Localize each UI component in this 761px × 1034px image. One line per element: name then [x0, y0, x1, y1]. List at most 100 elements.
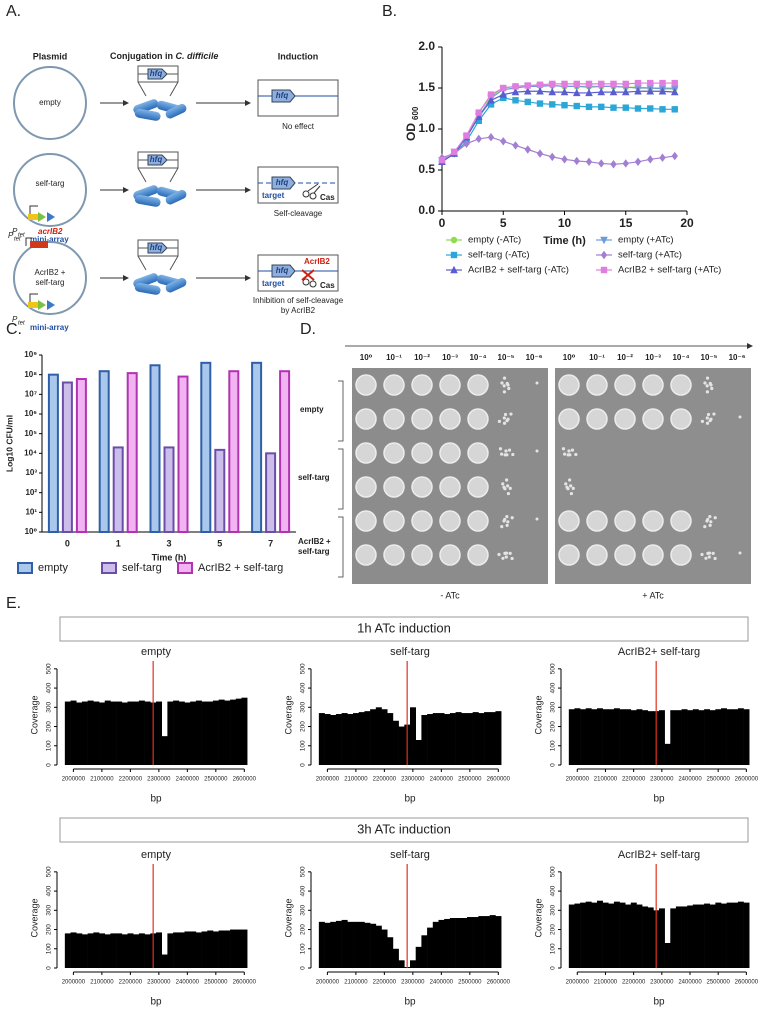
- marker: [573, 80, 580, 88]
- colony: [510, 516, 514, 520]
- coverage-bar: [76, 933, 83, 968]
- x-tick-label: 2400000: [430, 777, 454, 783]
- row-label: AcrIB2 +: [298, 537, 331, 546]
- panel-label: B.: [382, 3, 397, 20]
- marker: [561, 80, 568, 88]
- coverage-bar: [218, 699, 225, 765]
- x-tick-label: 7: [268, 538, 273, 548]
- y-tick-label: 500: [46, 663, 53, 674]
- gene: [147, 68, 168, 80]
- bar: [214, 448, 226, 533]
- colony: [535, 517, 539, 521]
- gene-label: hfq: [276, 266, 289, 275]
- x-tick-label: 2100000: [90, 980, 114, 986]
- coverage-bar: [167, 933, 174, 968]
- colony: [710, 386, 714, 391]
- spot: [558, 510, 580, 532]
- x-tick-label: 2100000: [594, 980, 618, 986]
- spot: [383, 476, 405, 498]
- marker: [536, 87, 544, 95]
- colony: [508, 551, 512, 555]
- spot: [558, 544, 580, 566]
- chart-title: self-targ: [390, 849, 430, 861]
- marker: [658, 87, 667, 95]
- marker: [561, 155, 568, 164]
- marker: [646, 87, 655, 95]
- coverage-bar: [642, 906, 649, 968]
- spot: [467, 510, 489, 532]
- colony: [705, 421, 710, 425]
- x-axis-label: bp: [150, 794, 162, 805]
- colony: [505, 453, 509, 457]
- colony: [703, 524, 707, 529]
- coverage-bar: [161, 736, 168, 765]
- marker: [572, 88, 581, 97]
- coverage-bar: [138, 933, 145, 968]
- marker: [500, 137, 507, 146]
- x-tick-label: 2000000: [316, 777, 340, 783]
- bar: [149, 364, 161, 534]
- coverage-bar: [737, 901, 744, 968]
- promoter-label: P: [8, 231, 14, 240]
- gene: [271, 264, 296, 278]
- condition-label: - ATc: [440, 590, 460, 600]
- coverage-bar: [330, 921, 337, 968]
- coverage-bar: [608, 903, 615, 968]
- colony: [706, 551, 710, 555]
- colony: [502, 376, 507, 380]
- y-tick-label: 10⁶: [24, 409, 37, 418]
- colony: [703, 381, 707, 385]
- colony: [705, 376, 710, 380]
- spot: [642, 510, 664, 532]
- coverage-bar: [415, 946, 422, 968]
- y-tick-label: 10¹: [25, 507, 37, 516]
- marker: [670, 87, 679, 96]
- x-tick-label: 2100000: [594, 777, 618, 783]
- bar: [98, 370, 110, 534]
- coverage-bar: [190, 701, 197, 765]
- coverage-bar: [636, 904, 643, 968]
- coverage-bar: [410, 960, 416, 968]
- x-axis-label: bp: [653, 794, 665, 805]
- coverage-bar: [574, 903, 581, 968]
- plasmid-label: self-targ: [36, 278, 65, 287]
- bacteria: [132, 183, 188, 208]
- coverage-bar: [138, 700, 145, 765]
- x-tick-label: 2500000: [707, 980, 731, 986]
- spot: [411, 442, 433, 464]
- spot: [670, 408, 692, 430]
- marker: [573, 102, 580, 110]
- y-tick-label: 100: [300, 943, 307, 954]
- outcome: No effect: [282, 122, 315, 131]
- spot: [467, 544, 489, 566]
- coverage-bar: [726, 902, 733, 968]
- marker: [621, 87, 630, 96]
- colony: [705, 384, 709, 388]
- marker: [463, 139, 470, 148]
- coverage-bar: [585, 901, 592, 968]
- colony: [738, 551, 742, 555]
- colony: [700, 552, 704, 557]
- x-axis-label: Time (h): [152, 552, 187, 562]
- coverage-bar: [461, 918, 468, 968]
- spot: [355, 442, 377, 464]
- marker: [511, 87, 520, 96]
- plasmid-label: AcrIB2 +: [35, 268, 66, 277]
- colony: [707, 555, 711, 559]
- marker: [487, 91, 495, 98]
- coverage-bar: [178, 932, 185, 968]
- coverage-bar: [212, 700, 219, 765]
- colony: [501, 482, 505, 486]
- colony: [704, 556, 708, 560]
- row-label: empty: [300, 405, 324, 414]
- coverage-bar: [144, 701, 151, 765]
- anti-gene-label: acrIB2: [38, 227, 63, 236]
- diagram: Plasmid Conjugation in C. difficile Indu…: [8, 51, 344, 332]
- spot: [383, 408, 405, 430]
- spot: [642, 544, 664, 566]
- colony: [500, 452, 504, 456]
- x-tick-label: 1: [116, 538, 121, 548]
- spot: [586, 510, 608, 532]
- marker: [549, 101, 556, 108]
- coverage-bar: [449, 918, 456, 968]
